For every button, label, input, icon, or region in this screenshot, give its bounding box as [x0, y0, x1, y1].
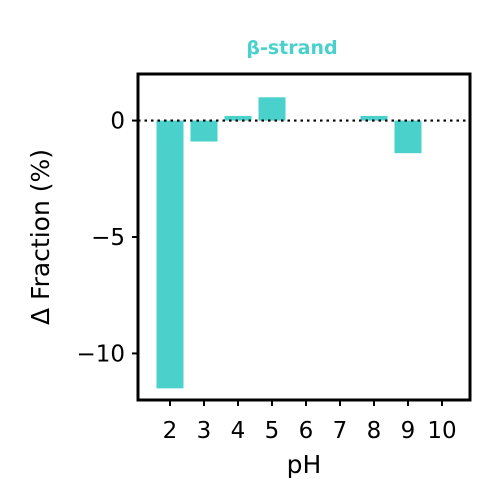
- x-tick-label: 6: [299, 418, 314, 444]
- x-tick-label: 4: [231, 418, 246, 444]
- x-tick-label: 5: [265, 418, 280, 444]
- y-tick-label: −10: [76, 341, 125, 367]
- x-tick-label: 3: [197, 418, 212, 444]
- x-tick-label: 8: [367, 418, 382, 444]
- bar-ph-3: [190, 120, 218, 142]
- bar-ph-5: [258, 97, 286, 121]
- bar-ph-4: [224, 115, 252, 121]
- chart-title: β-strand: [246, 37, 337, 59]
- bar-ph-9: [394, 120, 422, 154]
- bars-layer: [156, 97, 422, 389]
- x-tick-label: 9: [401, 418, 416, 444]
- x-tick-label: 2: [163, 418, 178, 444]
- x-tick-label: 7: [333, 418, 348, 444]
- y-axis-label: Δ Fraction (%): [26, 149, 55, 325]
- x-axis-ticks: 2 3 4 5 6 7 8 9 10: [163, 400, 457, 444]
- y-tick-label: −5: [91, 225, 125, 251]
- bar-ph-2: [156, 120, 184, 389]
- x-axis-label: pH: [287, 450, 322, 479]
- y-tick-label: 0: [110, 109, 125, 135]
- x-tick-label: 10: [427, 418, 456, 444]
- y-axis-ticks: 0 −5 −10: [76, 109, 138, 367]
- bar-ph-8: [360, 115, 388, 121]
